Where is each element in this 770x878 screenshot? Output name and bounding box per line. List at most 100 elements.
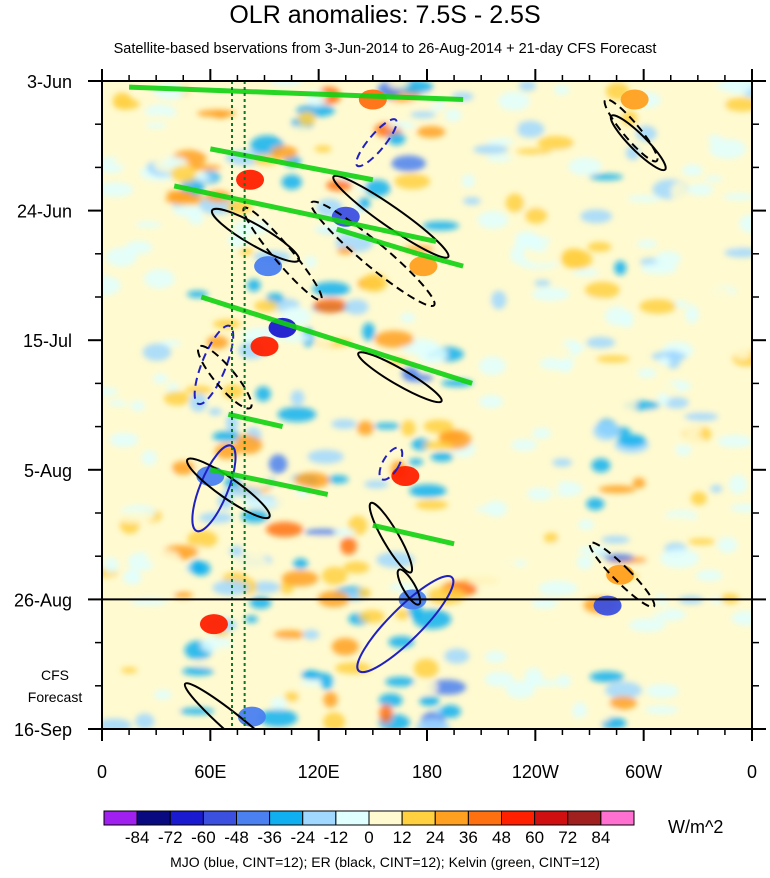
- anomaly-cell: [323, 712, 346, 729]
- anomaly-cell: [173, 204, 202, 217]
- anomaly-cell: [691, 695, 710, 709]
- anomaly-cell: [459, 123, 481, 138]
- anomaly-cell: [423, 419, 454, 433]
- anomaly-cell: [654, 322, 669, 331]
- anomaly-cell: [144, 269, 175, 289]
- anomaly-cell: [284, 691, 300, 702]
- anomaly-cell: [457, 465, 494, 477]
- anomaly-cell: [552, 698, 574, 710]
- anomaly-cell: [488, 556, 517, 576]
- anomaly-cell: [415, 718, 450, 729]
- anomaly-cell: [511, 439, 538, 451]
- anomaly-cell: [657, 516, 696, 527]
- anomaly-cell: [731, 370, 752, 383]
- anomaly-cell: [374, 330, 414, 348]
- anomaly-cell: [481, 123, 519, 135]
- anomaly-cell: [430, 452, 454, 462]
- anomaly-cell: [519, 236, 551, 246]
- anomaly-cell: [362, 322, 375, 341]
- mjo-contour: [378, 446, 404, 481]
- anomaly-cell: [428, 679, 467, 695]
- anomaly-cell: [105, 247, 137, 267]
- anomaly-cell: [293, 558, 308, 570]
- anomaly-cell: [266, 293, 284, 303]
- er-contour: [368, 501, 414, 574]
- anomaly-cell: [359, 149, 390, 162]
- anomaly-cell: [136, 114, 176, 124]
- anomaly-cell: [270, 697, 288, 710]
- kelvin-contour: [227, 411, 284, 430]
- anomaly-cell: [575, 715, 610, 724]
- anomaly-cell: [516, 120, 545, 138]
- anomaly-cell: [304, 528, 342, 536]
- chart-subtitle: Satellite-based bservations from 3-Jun-2…: [113, 41, 657, 57]
- colorbar-swatch: [103, 810, 138, 826]
- anomaly-cell: [526, 487, 553, 501]
- anomaly-cell: [482, 429, 506, 443]
- anomaly-cell: [586, 336, 616, 349]
- anomaly-cell: [505, 193, 525, 213]
- anomaly-cell: [151, 319, 165, 327]
- anomaly-cell: [281, 570, 319, 587]
- anomaly-cell: [391, 155, 426, 172]
- anomaly-cell: [478, 394, 504, 409]
- anomaly-cell: [486, 154, 512, 162]
- anomaly-cell: [484, 651, 507, 663]
- anomaly-cell: [413, 680, 439, 695]
- anomaly-cell: [659, 548, 700, 569]
- anomaly-cell: [196, 135, 218, 149]
- anomaly-cell: [385, 676, 415, 687]
- anomaly-cell: [477, 211, 509, 229]
- anomaly-cell: [194, 172, 209, 181]
- anomaly-cell: [379, 704, 393, 724]
- x-tick-label: 60E: [194, 762, 226, 782]
- anomaly-cell: [709, 139, 747, 159]
- anomaly-cell: [312, 281, 351, 297]
- anomaly-cell: [395, 609, 409, 620]
- anomaly-cell: [116, 218, 129, 233]
- colorbar-swatch: [136, 810, 171, 826]
- anomaly-cell: [733, 532, 752, 547]
- anomaly-cell: [182, 666, 214, 676]
- er-contour: [357, 351, 443, 404]
- anomaly-cell: [639, 299, 677, 314]
- forecast-label-line1: CFS: [41, 667, 69, 683]
- anomaly-cell: [239, 247, 254, 256]
- anomaly-cell: [601, 535, 630, 544]
- anomaly-cell: [145, 122, 167, 129]
- anomaly-cell: [570, 352, 587, 371]
- anomaly-cell: [276, 636, 294, 656]
- anomaly-cell: [604, 553, 635, 562]
- anomaly-cell: [323, 691, 338, 708]
- anomaly-cell: [690, 491, 707, 506]
- anomaly-cell: [327, 475, 349, 484]
- anomaly-cell: [250, 581, 280, 594]
- forecast-label: CFS Forecast: [20, 664, 90, 708]
- kelvin-contour: [209, 146, 374, 183]
- anomaly-cell: [695, 569, 723, 582]
- anomaly-cell: [102, 600, 123, 619]
- anomaly-cell: [212, 319, 241, 329]
- anomaly-cell: [241, 510, 269, 523]
- colorbar-swatch: [368, 810, 403, 826]
- anomaly-cell: [637, 239, 657, 248]
- anomaly-cell: [212, 580, 250, 596]
- anomaly-cell: [484, 671, 514, 687]
- anomaly-cell: [572, 269, 599, 276]
- anomaly-cell: [733, 345, 752, 360]
- anomaly-cell: [410, 111, 436, 119]
- anomaly-cell: [670, 182, 687, 202]
- anomaly-cell: [213, 110, 229, 119]
- anomaly-cell: [674, 442, 692, 456]
- colorbar-swatch: [236, 810, 271, 826]
- x-tick-label: 0: [747, 762, 757, 782]
- anomaly-cell: [165, 194, 203, 205]
- anomaly-cell: [683, 421, 702, 436]
- anomaly-cell: [688, 98, 728, 108]
- colorbar-swatch: [302, 810, 337, 826]
- anomaly-cell: [638, 652, 672, 662]
- anomaly-cell: [534, 279, 551, 287]
- colorbar-label: -48: [224, 828, 249, 847]
- anomaly-cell: [591, 458, 611, 473]
